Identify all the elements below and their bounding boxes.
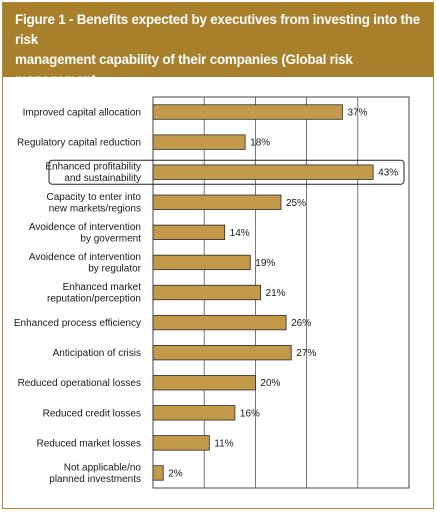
category-label-line: reputation/perception <box>47 294 141 305</box>
data-label: 19% <box>255 258 275 269</box>
category-label: Reduced credit losses <box>43 408 141 419</box>
bar <box>152 465 164 481</box>
bar <box>152 435 210 451</box>
category-label-line: Capacity to enter into <box>47 192 142 203</box>
category-label-line: Reduced market losses <box>37 438 142 449</box>
category-label: Enhanced profitability and sustainability <box>45 162 141 185</box>
data-label: 27% <box>296 348 316 359</box>
category-label-line: Avoidence of intervention <box>29 252 141 263</box>
category-label: Capacity to enter into new markets/region… <box>47 192 142 215</box>
category-label-line: Anticipation of crisis <box>53 348 141 359</box>
category-label-line: and sustainability <box>64 173 141 184</box>
data-label: 14% <box>230 228 250 239</box>
data-label: 43% <box>378 168 398 179</box>
category-label: Reduced market losses <box>37 438 142 449</box>
data-label: 21% <box>266 288 286 299</box>
bar <box>152 134 246 150</box>
data-label: 37% <box>347 108 367 119</box>
category-label: Improved capital allocation <box>23 108 141 119</box>
figure-frame: Figure 1 - Benefits expected by executiv… <box>2 2 434 509</box>
category-label: Not applicable/no planned investments <box>49 462 141 485</box>
category-label-line: by goverment <box>80 233 141 244</box>
bar <box>152 314 287 331</box>
bar <box>152 224 226 240</box>
bar <box>152 345 292 361</box>
highlight-box <box>48 159 405 185</box>
category-label: Enhanced process efficiency <box>14 318 141 329</box>
figure-title-line-1: Figure 1 - Benefits expected by executiv… <box>15 12 420 47</box>
category-label-line: Regulatory capital reduction <box>17 138 141 149</box>
category-label-line: Reduced operational losses <box>18 378 141 389</box>
category-label-line: Enhanced market <box>63 282 142 293</box>
category-label-line: Enhanced process efficiency <box>14 318 141 329</box>
data-label: 2% <box>168 468 183 479</box>
data-label: 20% <box>260 378 280 389</box>
category-label-line: new markets/regions <box>49 203 141 214</box>
category-label-line: Reduced credit losses <box>43 408 141 419</box>
data-label: 18% <box>250 138 270 149</box>
bar <box>152 284 261 301</box>
figure-title-line-2: management capability of their companies… <box>15 52 353 87</box>
category-label: Anticipation of crisis <box>53 348 141 359</box>
bar <box>152 194 282 210</box>
bar <box>152 104 343 120</box>
figure-title-line-3: survey, Accenture 2009). <box>15 92 167 107</box>
data-label: 25% <box>286 198 306 209</box>
data-label: 11% <box>214 438 233 449</box>
category-label-line: by regulator <box>88 263 141 274</box>
category-label-line: Not applicable/no <box>64 462 142 473</box>
bar <box>152 164 374 180</box>
bar <box>152 254 251 271</box>
bar <box>152 375 256 391</box>
bar <box>152 405 236 421</box>
data-label: 26% <box>291 318 311 329</box>
category-label: Reduced operational losses <box>18 378 141 389</box>
data-label: 16% <box>240 408 260 419</box>
category-label: Avoidence of intervention by goverment <box>29 222 141 245</box>
figure-header: Figure 1 - Benefits expected by executiv… <box>3 3 433 107</box>
category-label-line: planned investments <box>49 474 141 485</box>
category-label: Avoidence of intervention by regulator <box>29 252 142 275</box>
category-label: Enhanced market reputation/perception <box>47 282 141 305</box>
category-label-line: Enhanced profitability <box>45 162 141 173</box>
category-label: Regulatory capital reduction <box>17 138 141 149</box>
category-label-line: Improved capital allocation <box>23 108 141 119</box>
category-label-line: Avoidence of intervention <box>29 222 141 233</box>
